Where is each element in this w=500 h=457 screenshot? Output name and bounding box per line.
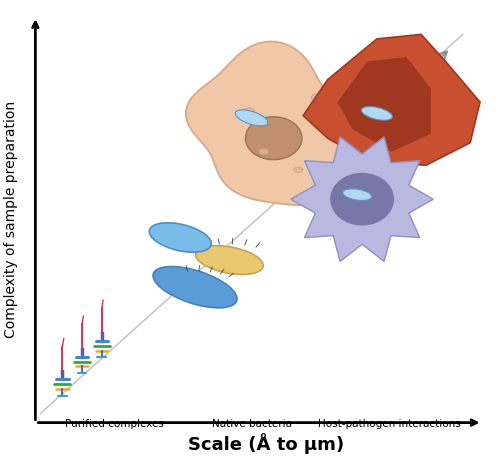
Text: Host-pathogen interactions: Host-pathogen interactions — [318, 420, 460, 430]
Polygon shape — [303, 34, 480, 165]
Text: Complexity of sample preparation: Complexity of sample preparation — [4, 101, 18, 338]
Ellipse shape — [246, 117, 302, 159]
Ellipse shape — [153, 266, 237, 308]
Ellipse shape — [342, 189, 372, 201]
Polygon shape — [291, 137, 434, 261]
Text: Scale (Å to μm): Scale (Å to μm) — [188, 433, 344, 454]
Polygon shape — [338, 57, 431, 152]
Ellipse shape — [258, 149, 269, 155]
Ellipse shape — [196, 246, 263, 275]
Text: Purified complexes: Purified complexes — [64, 420, 164, 430]
Polygon shape — [186, 42, 388, 205]
Ellipse shape — [244, 108, 254, 115]
Ellipse shape — [312, 94, 324, 101]
Text: Native bacteria: Native bacteria — [212, 420, 292, 430]
Ellipse shape — [362, 106, 392, 120]
Ellipse shape — [294, 167, 302, 173]
Ellipse shape — [235, 110, 268, 126]
Ellipse shape — [150, 223, 212, 252]
Ellipse shape — [330, 173, 394, 226]
Ellipse shape — [328, 131, 338, 137]
